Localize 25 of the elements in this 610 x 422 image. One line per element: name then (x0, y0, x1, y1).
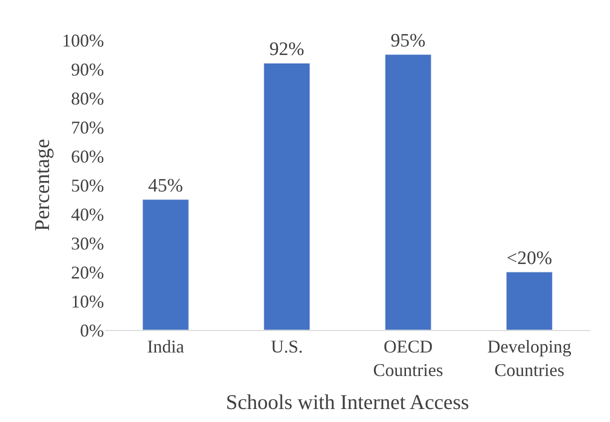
bar (384, 54, 432, 330)
y-tick-label: 0% (80, 320, 104, 340)
bar (506, 272, 553, 330)
y-tick-label: 80% (71, 88, 104, 108)
y-tick-label: 100% (62, 30, 104, 50)
y-tick-label: 20% (71, 262, 104, 282)
data-label: 45% (148, 176, 184, 196)
y-tick-label: 10% (71, 291, 104, 312)
y-tick-label: 70% (71, 117, 104, 138)
x-tick-label: U.S. (270, 336, 303, 357)
data-label: 92% (269, 39, 304, 60)
y-tick-label: 30% (71, 233, 104, 254)
x-axis-title: Schools with Internet Access (226, 390, 470, 414)
bar (264, 62, 310, 330)
x-tick-label: India (147, 336, 184, 357)
x-tick-label: Developing Countries (487, 336, 572, 380)
y-tick-label: 40% (71, 204, 104, 224)
bar (142, 199, 189, 330)
x-tick-label: OECD Countries (373, 336, 444, 380)
data-label: 95% (390, 30, 426, 52)
y-axis-title: Percentage (30, 138, 54, 232)
data-label: <20% (506, 248, 552, 269)
y-tick-label: 60% (71, 146, 104, 166)
y-tick-label: 90% (71, 59, 104, 80)
y-tick-label: 50% (71, 175, 104, 196)
